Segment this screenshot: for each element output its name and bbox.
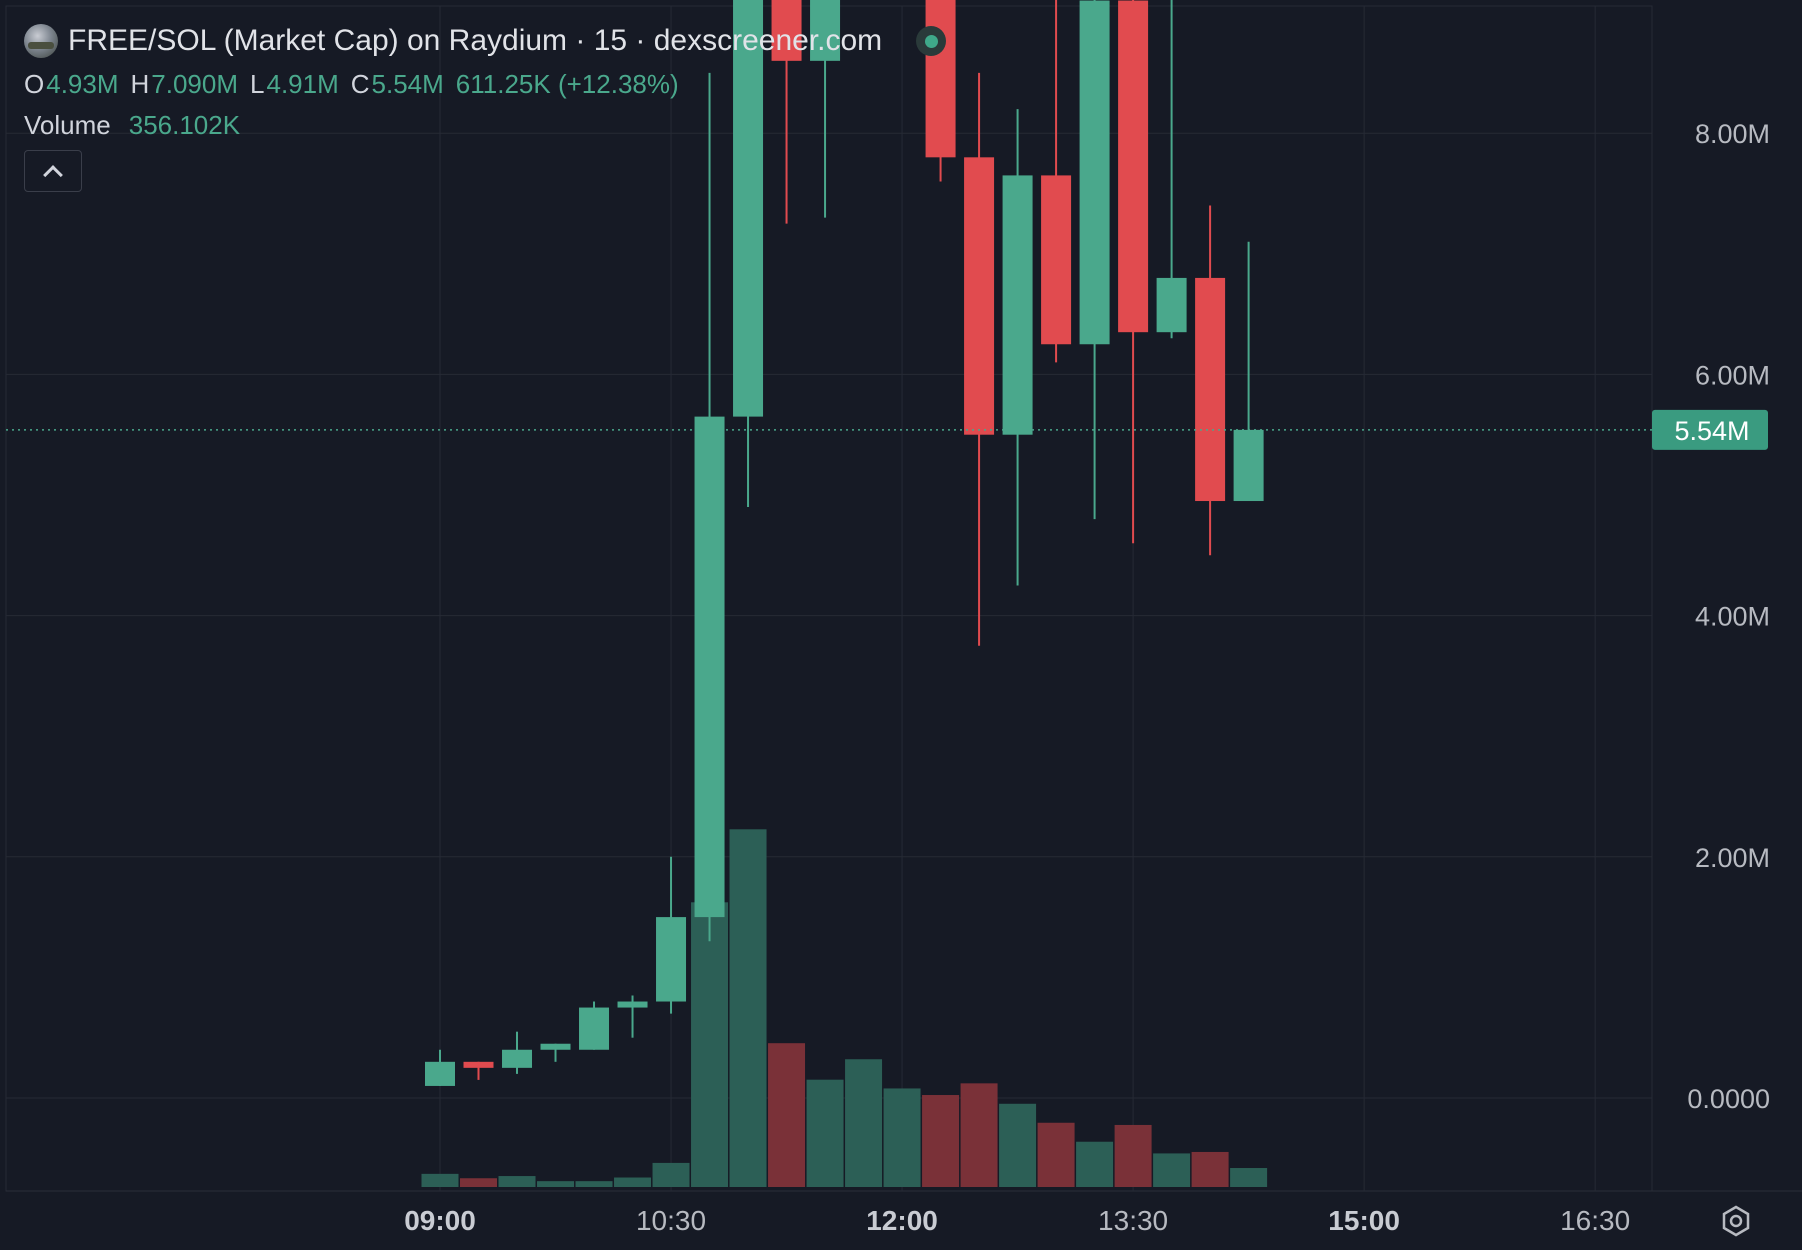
volume-bar [1230, 1168, 1268, 1187]
chart-settings-button[interactable] [1716, 1201, 1756, 1241]
high-label: H [130, 68, 150, 99]
volume-readout: Volume 356.102K [24, 104, 946, 146]
x-tick-label: 10:30 [636, 1205, 706, 1236]
volume-bar [883, 1088, 921, 1187]
y-tick-label: 0.0000 [1687, 1084, 1770, 1114]
volume-bar [498, 1176, 536, 1187]
volume-bar [960, 1083, 998, 1187]
volume-value: 356.102K [128, 109, 241, 140]
high-value: 7.090M [151, 68, 239, 99]
volume-bar [460, 1178, 498, 1187]
x-tick-label: 13:30 [1098, 1205, 1168, 1236]
x-tick-label: 16:30 [1560, 1205, 1630, 1236]
volume-bar [1191, 1151, 1229, 1187]
candle-body [425, 1061, 455, 1086]
candle-body [656, 917, 687, 1002]
candle-body [1002, 175, 1033, 435]
candle-body [1156, 277, 1187, 333]
candle-body [733, 0, 764, 417]
low-label: L [250, 68, 265, 99]
chart-title: FREE/SOL (Market Cap) on Raydium · 15 · … [68, 24, 883, 57]
candle-body [579, 1007, 610, 1050]
x-tick-label: 12:00 [866, 1205, 938, 1236]
candle-body [1079, 0, 1110, 345]
volume-bar [1076, 1141, 1114, 1187]
y-tick-label: 8.00M [1695, 119, 1770, 149]
volume-bar [845, 1059, 883, 1187]
candle-body [617, 1001, 648, 1008]
volume-bar [806, 1079, 844, 1187]
token-logo-icon [24, 24, 58, 58]
live-status-icon[interactable] [916, 26, 947, 56]
x-tick-label: 15:00 [1328, 1205, 1400, 1236]
candle-body [463, 1061, 494, 1068]
volume-bar [922, 1095, 960, 1187]
candle-body [1118, 0, 1149, 333]
close-value: 5.54M [371, 68, 444, 99]
volume-bar [768, 1043, 806, 1187]
candle-body [1195, 277, 1226, 502]
volume-bar [1153, 1153, 1191, 1187]
y-axis[interactable]: 18.00M16.00M14.00M12.00M10.00M8.00M6.00M… [1652, 0, 1770, 1114]
ohlc-readout: O 4.93M H 7.090M L 4.91M C 5.54M 611.25K… [24, 64, 946, 104]
volume-label: Volume [24, 109, 111, 140]
collapse-legend-button[interactable] [24, 150, 82, 192]
low-value: 4.91M [266, 68, 339, 99]
gear-icon [1722, 1205, 1750, 1237]
y-tick-label: 2.00M [1695, 843, 1770, 873]
volume-bar [691, 902, 729, 1187]
volume-bar [999, 1103, 1037, 1187]
volume-bar [614, 1177, 652, 1187]
candles [425, 0, 1264, 1086]
last-price-label: 5.54M [1674, 416, 1749, 446]
candle-body [810, 0, 841, 61]
volume-bar [652, 1162, 690, 1187]
volume-bar [575, 1181, 613, 1187]
chevron-up-icon [43, 165, 63, 185]
volume-bar [729, 829, 767, 1187]
volume-bar [1037, 1122, 1075, 1187]
candle-body [694, 416, 725, 918]
candle-body [771, 0, 802, 61]
candle-body [1041, 175, 1072, 345]
x-axis[interactable]: 09:00 10:30 12:00 13:30 15:00 16:30 [404, 1205, 1630, 1236]
volume-bar [537, 1181, 575, 1187]
open-label: O [24, 68, 45, 99]
x-tick-label: 09:00 [404, 1205, 476, 1236]
close-label: C [350, 68, 370, 99]
change-value: 611.25K (+12.38%) [455, 68, 679, 99]
legend-title-row: FREE/SOL (Market Cap) on Raydium · 15 · … [24, 18, 947, 64]
volume-bars [421, 829, 1268, 1187]
y-tick-label: 4.00M [1695, 602, 1770, 632]
candle-body [964, 157, 995, 435]
open-value: 4.93M [46, 68, 119, 99]
last-price-label-bg [1652, 409, 1768, 450]
candle-body [1233, 429, 1264, 502]
volume-bar [421, 1173, 459, 1187]
candle-body [502, 1049, 533, 1068]
candle-body [540, 1043, 571, 1050]
y-tick-label: 6.00M [1695, 360, 1770, 390]
chart-legend: FREE/SOL (Market Cap) on Raydium · 15 · … [24, 18, 947, 192]
volume-bar [1114, 1124, 1152, 1187]
